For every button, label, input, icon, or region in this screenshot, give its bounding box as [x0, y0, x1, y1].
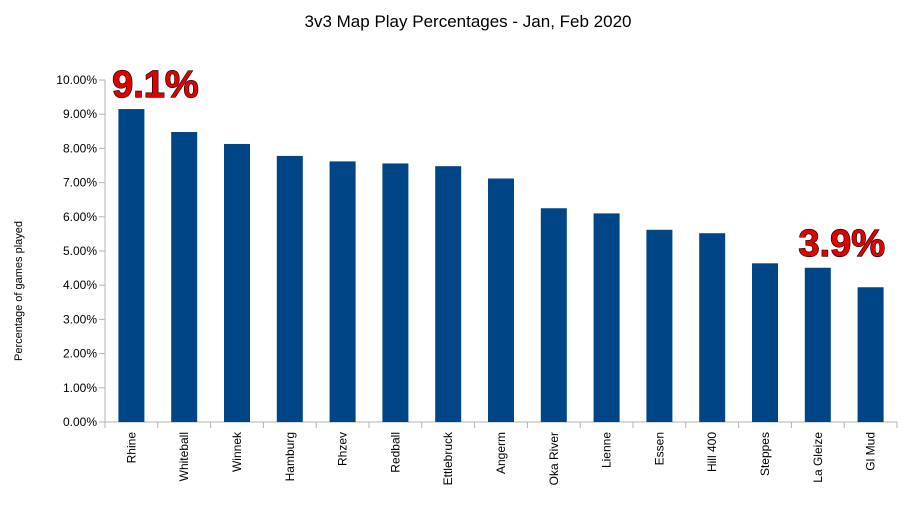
bar [171, 131, 198, 422]
bar [540, 208, 567, 422]
x-tick-label: Redball [388, 432, 402, 473]
annotation-label: 9.1% [112, 64, 199, 106]
chart-title: 3v3 Map Play Percentages - Jan, Feb 2020 [305, 12, 632, 31]
y-tick-label: 4.00% [63, 278, 97, 292]
x-tick-labels: Rhine Whiteball Winnek Hamburg Rhzev Redball E… [124, 431, 877, 485]
bar [118, 109, 145, 422]
y-tick-label: 2.00% [63, 347, 97, 361]
annotations: 9.1% 3.9% [111, 63, 885, 265]
x-tick-label: Steppes [758, 432, 772, 476]
x-tick-label: Essen [652, 432, 666, 465]
x-tick-label: Rhine [124, 432, 138, 464]
y-tick-label: 10.00% [56, 73, 97, 87]
bar [857, 287, 884, 422]
bar [593, 213, 620, 422]
y-tick-label: 8.00% [63, 141, 97, 155]
x-tick-label: Ettlebruck [441, 431, 455, 485]
x-tick-label: Hill 400 [705, 432, 719, 472]
y-tick-label: 7.00% [63, 176, 97, 190]
y-tick-label: 9.00% [63, 107, 97, 121]
y-tick-label: 6.00% [63, 210, 97, 224]
bar [804, 267, 831, 422]
y-ticks: 0.00% 1.00% 2.00% 3.00% 4.00% 5.00% 6.00% 7.00%… [56, 73, 105, 429]
x-tick-label: Angerm [494, 432, 508, 474]
bar [435, 166, 462, 422]
bar [329, 161, 356, 422]
x-tick-label: Whiteball [177, 432, 191, 481]
x-tick-label: Oka River [547, 432, 561, 485]
y-tick-label: 1.00% [63, 381, 97, 395]
x-tick-label: Rhzev [336, 432, 350, 466]
bar [646, 229, 673, 422]
y-tick-label: 3.00% [63, 312, 97, 326]
x-tick-label: Winnek [230, 431, 244, 472]
y-tick-label: 5.00% [63, 244, 97, 258]
bar [382, 163, 409, 422]
x-tick-label: La Gleize [811, 432, 825, 483]
annotation-label: 3.9% [798, 223, 885, 265]
bar [699, 233, 726, 422]
y-axis-label: Percentage of games played [13, 221, 25, 361]
x-tick-label: Hamburg [283, 432, 297, 481]
bars [118, 109, 884, 423]
bar [752, 263, 778, 422]
bar [276, 155, 303, 422]
bar [224, 143, 250, 423]
bar [488, 178, 514, 422]
y-tick-label: 0.00% [63, 415, 97, 429]
x-tick-label: Gl Mud [864, 432, 878, 471]
x-tick-label: Lienne [600, 432, 614, 468]
